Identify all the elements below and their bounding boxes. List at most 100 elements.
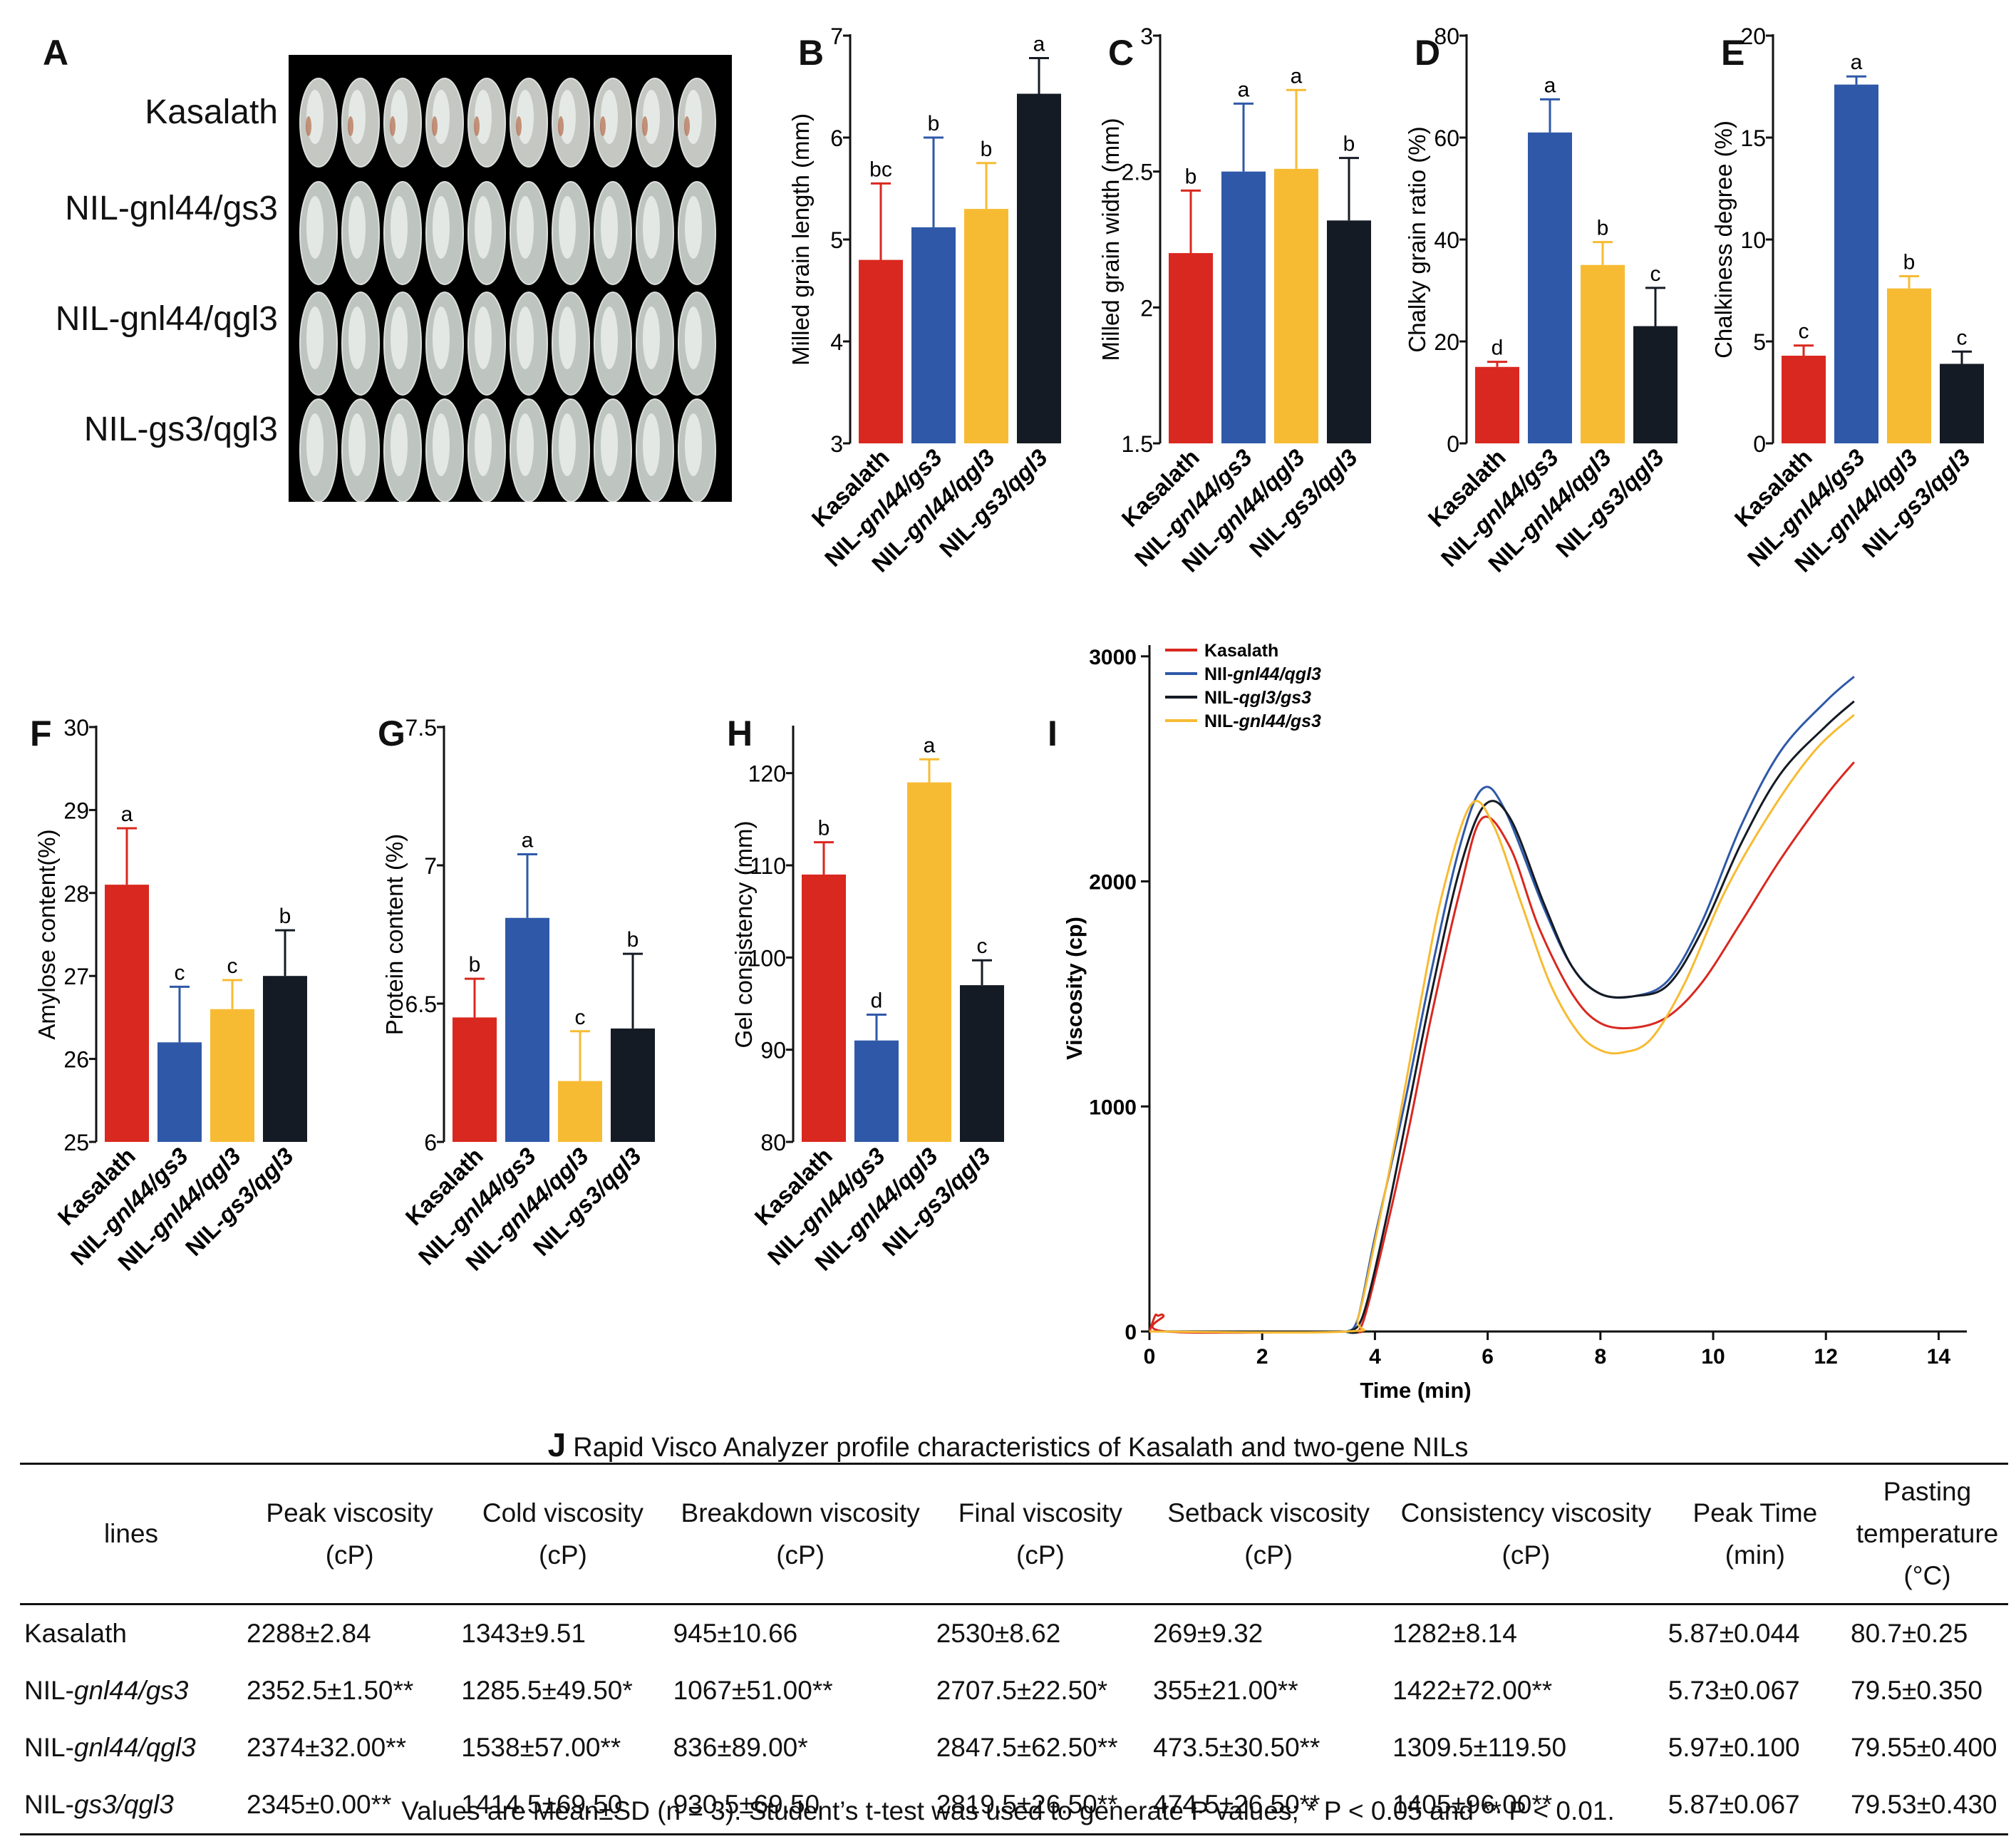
y-tick-label: 4 [830,329,843,355]
table-header-setback-viscosity-cp: Setback viscosity (cP) [1149,1463,1389,1605]
rice-grain-highlight [391,413,408,476]
y-axis-label: Chalky grain ratio (%) [1404,126,1430,352]
significance-letter-nil-gs3-qgl3: c [1957,326,1968,349]
rice-grain-highlight [475,306,492,369]
significance-letter-kasalath: a [121,803,133,826]
rice-grain-highlight [517,413,534,476]
panel-letter-h: H [727,714,753,753]
table-row: NIL-gnl44/qgl3 2374±32.00** 1538±57.00** 83… [20,1719,2008,1776]
bar-kasalath [1475,366,1519,443]
bar-nil-gnl44-qgl3 [1887,288,1931,443]
y-tick-label: 28 [63,881,89,907]
y-axis-label: Milled grain width (mm) [1097,118,1124,361]
panel-letter-a: A [43,33,69,73]
y-axis-label: Viscosity (cp) [1062,917,1087,1060]
significance-letter-kasalath: b [469,953,481,977]
table-cell: 2530±8.62 [936,1618,1061,1648]
table-cell: 2352.5±1.50** [247,1675,414,1705]
legend-label-nil-gnl44-gs3: NIL-gnl44/gs3 [1204,711,1321,731]
y-axis-label: Gel consistency (mm) [730,820,757,1048]
y-tick-label: 3000 [1089,646,1137,669]
table-row: NIL-gs3/qgl3 2345±0.00** 1414.5±69.50 930.5… [20,1776,2008,1835]
significance-letter-kasalath: b [1185,165,1197,188]
table-cell: 1538±57.00** [461,1732,621,1762]
table-header-final-viscosity-cp: Final viscosity (cP) [931,1463,1149,1605]
series-line-nil-gnl44-gs3 [1149,714,1855,1334]
x-tick-label: 2 [1256,1345,1268,1369]
rice-grain-highlight [559,196,576,259]
table-cell-line: NIL-gnl44/qgl3 [24,1732,196,1762]
rice-grain-red-spot [558,116,564,136]
rice-grain-red-spot [642,116,648,136]
significance-letter-nil-gs3-qgl3: b [279,905,291,928]
y-tick-label: 10 [1740,227,1766,253]
y-tick-label: 25 [63,1130,89,1155]
rice-grain-red-spot [684,116,690,136]
significance-letter-nil-gnl44-qgl3: a [1291,64,1303,88]
x-tick-label: 0 [1144,1345,1156,1369]
significance-letter-nil-gnl44-qgl3: a [924,733,936,757]
y-tick-label: 5 [830,227,843,253]
bar-nil-gnl44-gs3 [1528,132,1572,443]
significance-letter-nil-gnl44-qgl3: b [1903,250,1916,274]
bar-kasalath [1782,356,1826,443]
y-tick-label: 40 [1434,227,1459,253]
table-cell: 1414.5±69.50 [457,1776,669,1835]
significance-letter-kasalath: bc [869,158,892,181]
table-cell: 1067±51.00** [673,1675,833,1705]
photo-row-label-1: Kasalath [145,93,278,131]
table-cell: 2288±2.84 [247,1618,371,1648]
x-tick-label: 8 [1594,1345,1606,1369]
table-header-lines: lines [20,1463,242,1605]
y-axis-label: Amylose content(%) [33,829,60,1039]
significance-letter-nil-gnl44-qgl3: c [227,954,238,978]
y-tick-label: 110 [750,853,786,879]
photo-row-label-3: NIL-gnl44/qgl3 [55,300,278,338]
y-tick-label: 29 [63,798,89,823]
significance-letter-nil-gnl44-gs3: b [928,112,940,135]
chart-i-rva-viscosity: 0 1000 2000 3000 0 2 4 6 8 10 12 14 Time (min) Viscos… [1062,641,1967,1403]
table-cell: 5.87±0.044 [1668,1618,1800,1648]
y-tick-label: 6.5 [405,991,437,1017]
significance-letter-kasalath: c [1799,320,1809,344]
legend-label-kasalath: Kasalath [1204,641,1278,661]
y-tick-label: 0 [1753,431,1766,457]
table-title: J Rapid Visco Analyzer profile characteri… [0,1426,2016,1464]
rice-grain-drawing [299,78,716,503]
table-cell: 473.5±30.50** [1153,1732,1320,1762]
table-cell: 1422±72.00** [1392,1675,1553,1705]
table-cell-line: NIL-gnl44/gs3 [24,1675,189,1705]
rice-grain-highlight [601,413,618,476]
table-cell: 474.5±26.50** [1149,1776,1389,1835]
bar-nil-gs3-qgl3 [611,1028,655,1142]
bar-nil-gs3-qgl3 [1940,364,1984,443]
y-tick-label: 7 [424,853,437,879]
rice-grain-red-spot [306,116,311,136]
significance-letter-nil-gs3-qgl3: b [1343,133,1355,156]
bar-kasalath [453,1017,497,1142]
bar-nil-gnl44-qgl3 [907,782,951,1142]
significance-letter-nil-gnl44-gs3: a [1544,73,1556,97]
y-tick-label: 0 [1125,1321,1137,1344]
significance-letter-nil-gnl44-gs3: a [1851,51,1863,74]
rice-grain-red-spot [474,116,480,136]
x-tick-label: 14 [1927,1345,1951,1369]
rice-grain-highlight [643,413,660,476]
rice-grain-highlight [306,413,324,476]
bar-nil-gnl44-qgl3 [964,209,1008,443]
table-cell: 80.7±0.25 [1851,1618,1968,1648]
photo-row-label-2: NIL-gnl44/gs3 [65,190,278,227]
legend-label-nil-qgl3-gs3: NIL-qgl3/gs3 [1204,688,1311,708]
y-tick-label: 2 [1140,295,1153,321]
y-tick-label: 27 [63,964,89,989]
bar-nil-gnl44-qgl3 [558,1081,602,1142]
table-cell-line: Kasalath [24,1618,127,1648]
rva-table: lines Peak viscosity (cP) Cold viscosity (… [20,1463,2008,1835]
legend-label-nil-gnl44-qgl3: NIl-gnl44/qgl3 [1204,664,1321,684]
significance-letter-nil-gnl44-gs3: a [1238,78,1250,101]
table-cell: 930.5±69.50 [668,1776,932,1835]
significance-letter-kasalath: b [818,817,830,840]
y-tick-label: 26 [63,1047,89,1073]
